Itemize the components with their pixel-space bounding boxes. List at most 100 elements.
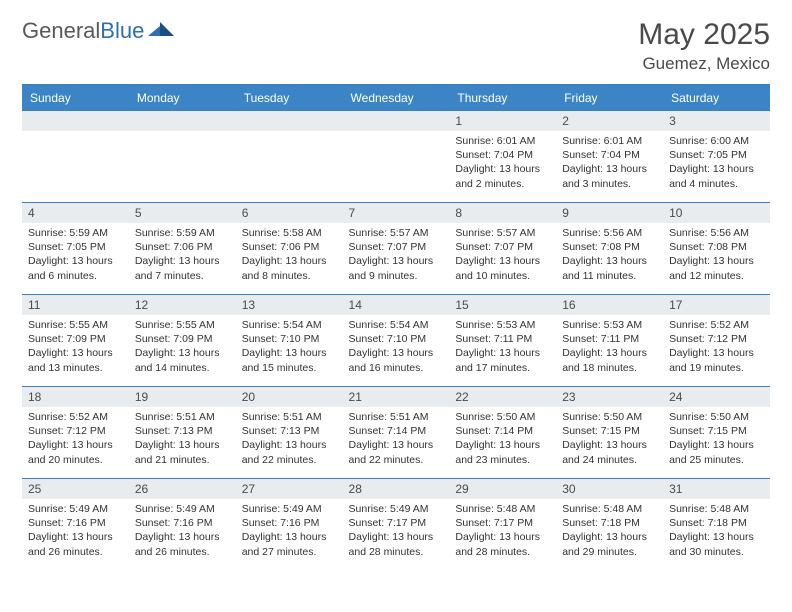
calendar-cell: 18Sunrise: 5:52 AMSunset: 7:12 PMDayligh… xyxy=(22,387,129,479)
sunrise-text: Sunrise: 5:49 AM xyxy=(242,502,337,516)
day-details: Sunrise: 5:51 AMSunset: 7:13 PMDaylight:… xyxy=(236,407,343,471)
calendar-cell: 6Sunrise: 5:58 AMSunset: 7:06 PMDaylight… xyxy=(236,203,343,295)
daylight-text: Daylight: 13 hours and 6 minutes. xyxy=(28,254,123,282)
daylight-text: Daylight: 13 hours and 28 minutes. xyxy=(349,530,444,558)
sunrise-text: Sunrise: 6:00 AM xyxy=(669,134,764,148)
sunset-text: Sunset: 7:04 PM xyxy=(562,148,657,162)
sunrise-text: Sunrise: 5:55 AM xyxy=(135,318,230,332)
sunset-text: Sunset: 7:08 PM xyxy=(562,240,657,254)
calendar-cell: 20Sunrise: 5:51 AMSunset: 7:13 PMDayligh… xyxy=(236,387,343,479)
brand-triangle-icon xyxy=(148,22,174,40)
calendar-cell: 15Sunrise: 5:53 AMSunset: 7:11 PMDayligh… xyxy=(449,295,556,387)
day-details: Sunrise: 5:49 AMSunset: 7:16 PMDaylight:… xyxy=(236,499,343,563)
calendar-table: Sunday Monday Tuesday Wednesday Thursday… xyxy=(22,84,770,571)
sunrise-text: Sunrise: 5:50 AM xyxy=(455,410,550,424)
day-details: Sunrise: 5:59 AMSunset: 7:05 PMDaylight:… xyxy=(22,223,129,287)
daylight-text: Daylight: 13 hours and 4 minutes. xyxy=(669,162,764,190)
calendar-cell xyxy=(343,111,450,203)
calendar-cell: 17Sunrise: 5:52 AMSunset: 7:12 PMDayligh… xyxy=(663,295,770,387)
sunrise-text: Sunrise: 5:49 AM xyxy=(28,502,123,516)
day-details xyxy=(236,131,343,138)
calendar-week-row: 1Sunrise: 6:01 AMSunset: 7:04 PMDaylight… xyxy=(22,111,770,203)
sunrise-text: Sunrise: 5:56 AM xyxy=(562,226,657,240)
sunrise-text: Sunrise: 5:51 AM xyxy=(349,410,444,424)
sunrise-text: Sunrise: 5:57 AM xyxy=(455,226,550,240)
calendar-cell: 13Sunrise: 5:54 AMSunset: 7:10 PMDayligh… xyxy=(236,295,343,387)
daylight-text: Daylight: 13 hours and 20 minutes. xyxy=(28,438,123,466)
sunrise-text: Sunrise: 5:48 AM xyxy=(455,502,550,516)
day-number: 19 xyxy=(129,387,236,407)
daylight-text: Daylight: 13 hours and 13 minutes. xyxy=(28,346,123,374)
sunset-text: Sunset: 7:05 PM xyxy=(28,240,123,254)
calendar-cell: 28Sunrise: 5:49 AMSunset: 7:17 PMDayligh… xyxy=(343,479,450,571)
day-details: Sunrise: 5:49 AMSunset: 7:16 PMDaylight:… xyxy=(129,499,236,563)
brand-name-gray: General xyxy=(22,18,100,43)
day-details xyxy=(22,131,129,138)
sunrise-text: Sunrise: 5:52 AM xyxy=(669,318,764,332)
day-details: Sunrise: 5:54 AMSunset: 7:10 PMDaylight:… xyxy=(236,315,343,379)
daylight-text: Daylight: 13 hours and 15 minutes. xyxy=(242,346,337,374)
day-details: Sunrise: 5:56 AMSunset: 7:08 PMDaylight:… xyxy=(663,223,770,287)
sunset-text: Sunset: 7:16 PM xyxy=(135,516,230,530)
day-details: Sunrise: 5:58 AMSunset: 7:06 PMDaylight:… xyxy=(236,223,343,287)
day-details: Sunrise: 5:52 AMSunset: 7:12 PMDaylight:… xyxy=(22,407,129,471)
day-number: 29 xyxy=(449,479,556,499)
sunrise-text: Sunrise: 5:53 AM xyxy=(455,318,550,332)
sunrise-text: Sunrise: 5:53 AM xyxy=(562,318,657,332)
day-details: Sunrise: 5:51 AMSunset: 7:14 PMDaylight:… xyxy=(343,407,450,471)
day-number: 6 xyxy=(236,203,343,223)
sunset-text: Sunset: 7:08 PM xyxy=(669,240,764,254)
daylight-text: Daylight: 13 hours and 22 minutes. xyxy=(242,438,337,466)
calendar-cell: 19Sunrise: 5:51 AMSunset: 7:13 PMDayligh… xyxy=(129,387,236,479)
day-details: Sunrise: 5:48 AMSunset: 7:18 PMDaylight:… xyxy=(556,499,663,563)
sunset-text: Sunset: 7:14 PM xyxy=(455,424,550,438)
calendar-cell: 23Sunrise: 5:50 AMSunset: 7:15 PMDayligh… xyxy=(556,387,663,479)
calendar-cell: 2Sunrise: 6:01 AMSunset: 7:04 PMDaylight… xyxy=(556,111,663,203)
brand-name-blue: Blue xyxy=(100,18,144,43)
daylight-text: Daylight: 13 hours and 10 minutes. xyxy=(455,254,550,282)
sunrise-text: Sunrise: 5:54 AM xyxy=(349,318,444,332)
day-number: 13 xyxy=(236,295,343,315)
sunset-text: Sunset: 7:18 PM xyxy=(562,516,657,530)
weekday-header: Monday xyxy=(129,85,236,111)
day-number: 4 xyxy=(22,203,129,223)
weekday-header: Saturday xyxy=(663,85,770,111)
daylight-text: Daylight: 13 hours and 7 minutes. xyxy=(135,254,230,282)
day-number xyxy=(236,111,343,131)
calendar-body: 1Sunrise: 6:01 AMSunset: 7:04 PMDaylight… xyxy=(22,111,770,571)
calendar-week-row: 11Sunrise: 5:55 AMSunset: 7:09 PMDayligh… xyxy=(22,295,770,387)
day-number: 28 xyxy=(343,479,450,499)
day-number: 8 xyxy=(449,203,556,223)
daylight-text: Daylight: 13 hours and 21 minutes. xyxy=(135,438,230,466)
sunrise-text: Sunrise: 5:48 AM xyxy=(562,502,657,516)
calendar-cell: 9Sunrise: 5:56 AMSunset: 7:08 PMDaylight… xyxy=(556,203,663,295)
weekday-row: Sunday Monday Tuesday Wednesday Thursday… xyxy=(22,85,770,111)
day-details: Sunrise: 5:53 AMSunset: 7:11 PMDaylight:… xyxy=(556,315,663,379)
day-details: Sunrise: 5:55 AMSunset: 7:09 PMDaylight:… xyxy=(129,315,236,379)
day-number: 11 xyxy=(22,295,129,315)
weekday-header: Friday xyxy=(556,85,663,111)
day-details: Sunrise: 5:52 AMSunset: 7:12 PMDaylight:… xyxy=(663,315,770,379)
sunrise-text: Sunrise: 5:51 AM xyxy=(135,410,230,424)
sunset-text: Sunset: 7:17 PM xyxy=(349,516,444,530)
day-number: 17 xyxy=(663,295,770,315)
day-details: Sunrise: 5:57 AMSunset: 7:07 PMDaylight:… xyxy=(449,223,556,287)
sunset-text: Sunset: 7:18 PM xyxy=(669,516,764,530)
day-details: Sunrise: 5:49 AMSunset: 7:16 PMDaylight:… xyxy=(22,499,129,563)
sunset-text: Sunset: 7:10 PM xyxy=(349,332,444,346)
daylight-text: Daylight: 13 hours and 30 minutes. xyxy=(669,530,764,558)
sunrise-text: Sunrise: 5:58 AM xyxy=(242,226,337,240)
calendar-cell xyxy=(22,111,129,203)
sunset-text: Sunset: 7:04 PM xyxy=(455,148,550,162)
calendar-cell: 25Sunrise: 5:49 AMSunset: 7:16 PMDayligh… xyxy=(22,479,129,571)
day-details: Sunrise: 5:59 AMSunset: 7:06 PMDaylight:… xyxy=(129,223,236,287)
daylight-text: Daylight: 13 hours and 27 minutes. xyxy=(242,530,337,558)
day-details: Sunrise: 6:01 AMSunset: 7:04 PMDaylight:… xyxy=(556,131,663,195)
calendar-cell: 30Sunrise: 5:48 AMSunset: 7:18 PMDayligh… xyxy=(556,479,663,571)
sunrise-text: Sunrise: 5:50 AM xyxy=(562,410,657,424)
day-details: Sunrise: 6:01 AMSunset: 7:04 PMDaylight:… xyxy=(449,131,556,195)
day-details: Sunrise: 5:50 AMSunset: 7:15 PMDaylight:… xyxy=(556,407,663,471)
sunset-text: Sunset: 7:05 PM xyxy=(669,148,764,162)
sunrise-text: Sunrise: 5:52 AM xyxy=(28,410,123,424)
calendar-cell: 22Sunrise: 5:50 AMSunset: 7:14 PMDayligh… xyxy=(449,387,556,479)
